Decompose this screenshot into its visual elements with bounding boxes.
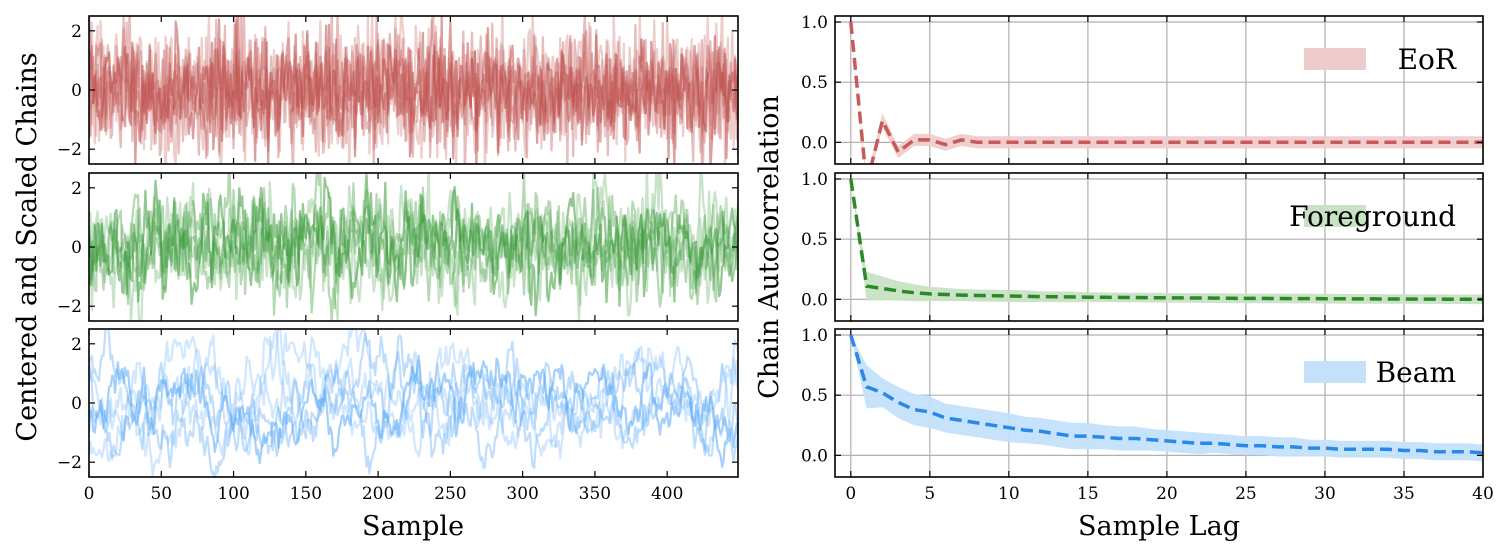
- chain-eor-5: [89, 16, 738, 164]
- left-ytick-label: −2: [57, 140, 82, 160]
- chain-eor-6: [89, 16, 738, 164]
- acf-band-beam: [850, 335, 1483, 462]
- chain-beam-2: [89, 329, 738, 477]
- chain-beam-3: [89, 334, 738, 475]
- right-xtick-label: 25: [1235, 484, 1257, 504]
- right-xtick-label: 0: [845, 484, 856, 504]
- left-ytick-label: 0: [71, 238, 82, 258]
- chain-beam-5: [89, 329, 738, 458]
- chain-beam-4: [89, 347, 738, 463]
- right-ytick-label: 0.5: [801, 386, 828, 406]
- chain-eor-4: [89, 16, 738, 164]
- right-ytick-label: 0.5: [801, 230, 828, 250]
- right-ytick-label: 1.0: [801, 326, 828, 346]
- trace-panel-foreground: [89, 173, 738, 321]
- right-xtick-label: 40: [1472, 484, 1494, 504]
- legend-swatch-foreground: [1304, 205, 1366, 227]
- chain-foreground-1: [89, 176, 738, 317]
- acf-line-foreground: [849, 178, 1483, 302]
- acf-frame-beam: [834, 328, 1484, 478]
- chain-eor-2: [89, 16, 738, 164]
- acf-line-beam: [849, 334, 1483, 455]
- left-xtick-label: 350: [579, 484, 611, 504]
- left-ytick-label: 2: [71, 179, 82, 199]
- right-ytick-label: 1.0: [801, 13, 828, 33]
- right-x-axis-label: Sample Lag: [1078, 511, 1240, 542]
- left-xtick-label: 150: [290, 484, 322, 504]
- left-ytick-label: 2: [71, 22, 82, 42]
- chain-foreground-5: [89, 173, 738, 321]
- chain-eor-1: [89, 16, 738, 164]
- chain-foreground-6: [89, 173, 738, 317]
- left-ytick-label: 0: [71, 81, 82, 101]
- chain-foreground-2: [89, 173, 738, 321]
- right-xtick-label: 30: [1314, 484, 1336, 504]
- trace-panel-beam: [89, 329, 738, 477]
- left-xtick-label: 0: [84, 484, 95, 504]
- right-xtick-label: 5: [924, 484, 935, 504]
- left-ytick-label: −2: [57, 453, 82, 473]
- right-xtick-label: 15: [1077, 484, 1099, 504]
- left-xtick-label: 400: [651, 484, 683, 504]
- left-xtick-label: 300: [506, 484, 538, 504]
- left-xtick-label: 100: [217, 484, 249, 504]
- left-xtick-label: 200: [362, 484, 394, 504]
- acf-panel-eor: [835, 16, 1483, 164]
- right-ytick-label: 0.0: [801, 290, 828, 310]
- chain-beam-6: [89, 329, 738, 477]
- legend-label-beam: Beam: [1376, 356, 1456, 389]
- left-ytick-label: −2: [57, 297, 82, 317]
- chain-eor-3: [89, 16, 738, 164]
- right-xtick-label: 20: [1156, 484, 1178, 504]
- acf-panel-beam: [835, 329, 1483, 477]
- legend-swatch-beam: [1304, 361, 1366, 383]
- legend-swatch-eor: [1304, 48, 1366, 70]
- left-xtick-label: 50: [150, 484, 172, 504]
- left-y-axis-label: Centered and Scaled Chains: [12, 52, 43, 441]
- acf-frame-foreground: [834, 172, 1484, 322]
- left-xtick-label: 250: [434, 484, 466, 504]
- left-x-axis-label: Sample: [362, 511, 464, 542]
- right-xtick-label: 35: [1393, 484, 1415, 504]
- acf-band-foreground: [850, 179, 1483, 305]
- chain-foreground-4: [89, 173, 738, 321]
- acf-line-eor: [849, 21, 1483, 164]
- chain-foreground-3: [89, 173, 738, 308]
- right-ytick-label: 1.0: [801, 170, 828, 190]
- left-ytick-label: 2: [71, 335, 82, 355]
- legend-label-eor: EoR: [1398, 43, 1457, 76]
- right-ytick-label: 0.0: [801, 446, 828, 466]
- right-ytick-label: 0.5: [801, 73, 828, 93]
- legend-label-foreground: Foreground: [1289, 200, 1456, 233]
- right-xtick-label: 10: [998, 484, 1020, 504]
- right-y-axis-label: Chain Autocorrelation: [754, 95, 785, 399]
- right-ytick-label: 0.0: [801, 133, 828, 153]
- chain-beam-1: [89, 354, 738, 468]
- left-ytick-label: 0: [71, 394, 82, 414]
- trace-panel-eor: [89, 16, 738, 164]
- acf-frame-eor: [834, 15, 1484, 165]
- acf-panel-foreground: [835, 173, 1483, 321]
